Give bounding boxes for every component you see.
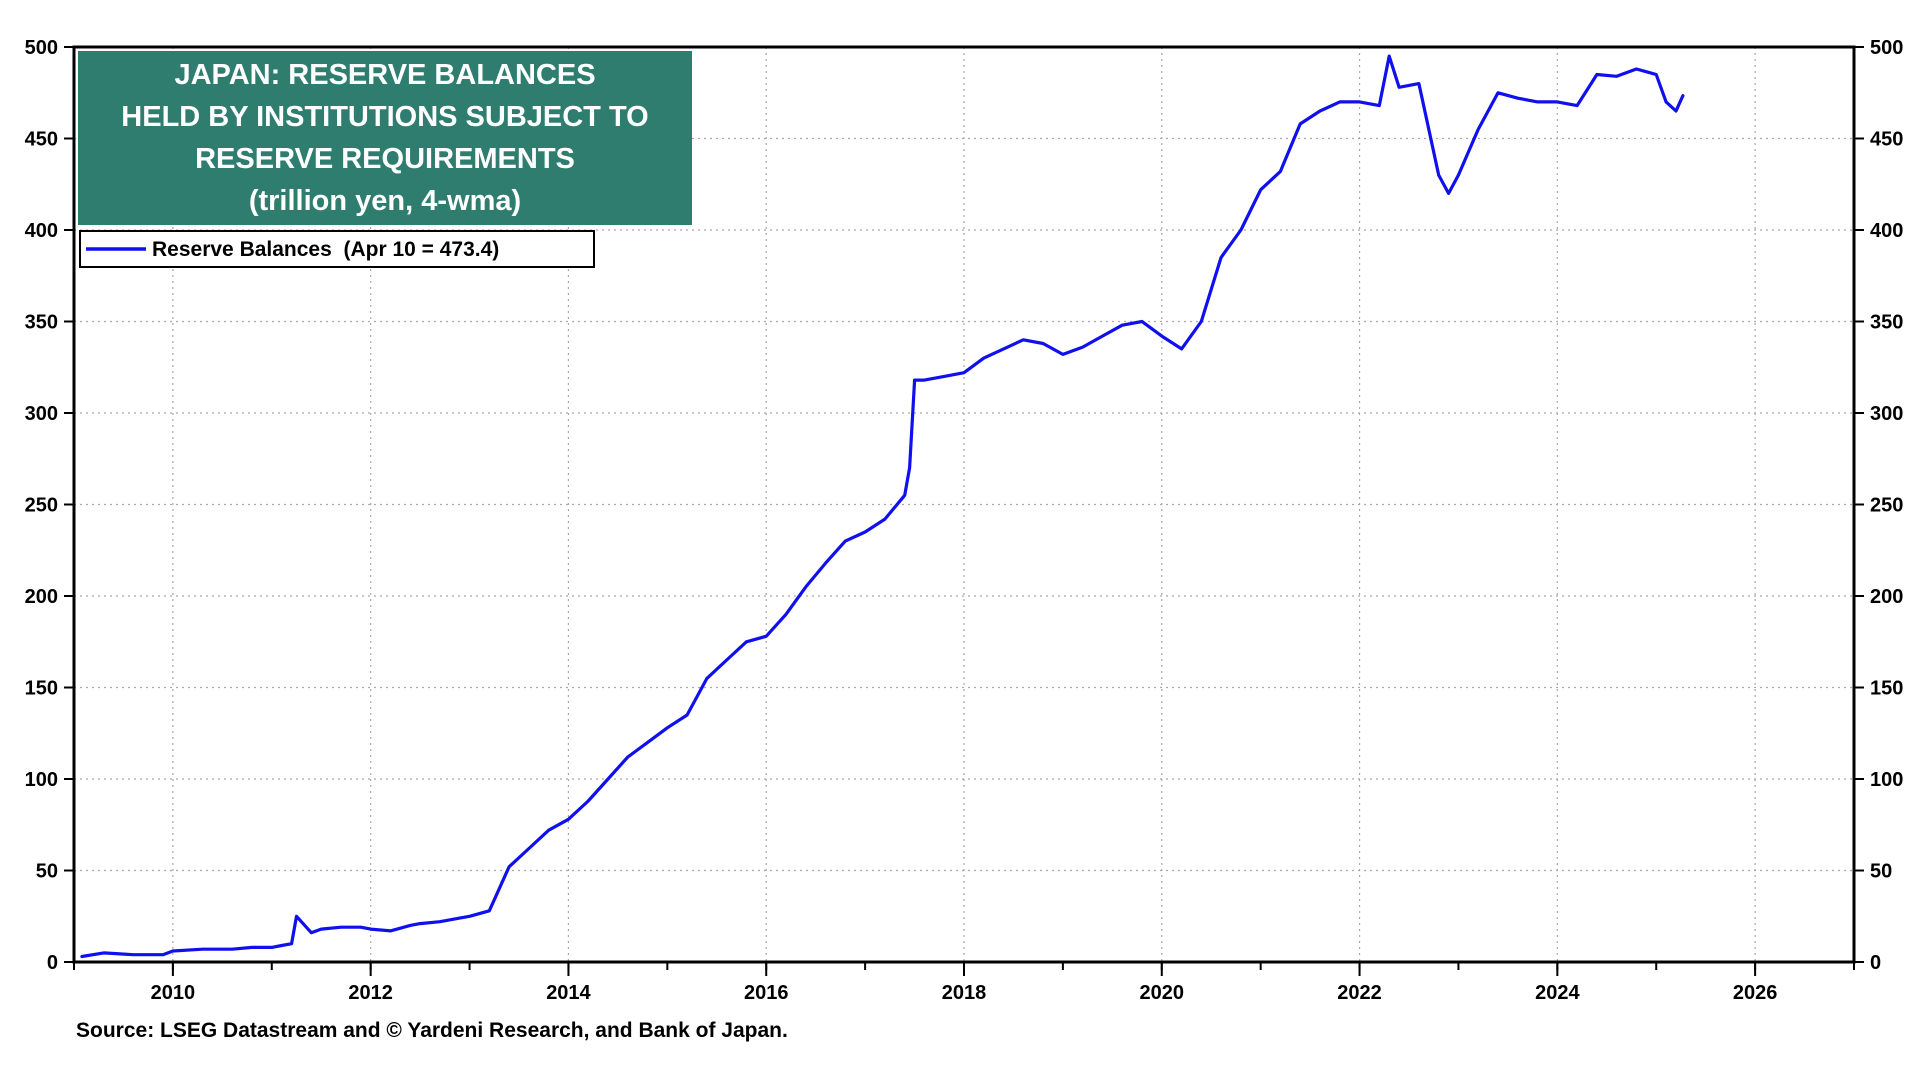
x-tick-label: 2026 — [1733, 982, 1778, 1004]
title-box — [78, 51, 692, 225]
grid-lines — [74, 47, 1854, 962]
legend-label: Reserve Balances (Apr 10 = 473.4) — [152, 238, 499, 261]
y-tick-label-right: 500 — [1870, 37, 1903, 59]
legend: Reserve Balances (Apr 10 = 473.4) — [79, 230, 595, 268]
y-tick-label-left: 200 — [25, 586, 58, 608]
chart-title-line-2: HELD BY INSTITUTIONS SUBJECT TO — [121, 101, 648, 133]
x-tick-label: 2024 — [1535, 982, 1580, 1004]
chart-title-line-3: RESERVE REQUIREMENTS — [195, 143, 575, 175]
x-tick-label: 2014 — [546, 982, 591, 1004]
y-tick-label-left: 350 — [25, 312, 58, 334]
y-tick-label-right: 150 — [1870, 678, 1903, 700]
x-tick-label: 2018 — [942, 982, 987, 1004]
y-tick-label-right: 450 — [1870, 129, 1903, 151]
x-tick-label: 2020 — [1140, 982, 1185, 1004]
y-tick-label-right: 400 — [1870, 220, 1903, 242]
series-line-group — [80, 54, 1685, 959]
chart-title-line-1: JAPAN: RESERVE BALANCES — [174, 59, 595, 91]
y-tick-label-left: 50 — [36, 861, 58, 883]
legend-box — [79, 230, 595, 268]
y-tick-label-left: 450 — [25, 129, 58, 151]
y-tick-label-left: 100 — [25, 769, 58, 791]
x-tick-label: 2022 — [1337, 982, 1382, 1004]
x-tick-label: 2016 — [744, 982, 789, 1004]
y-tick-label-right: 300 — [1870, 403, 1903, 425]
x-tick-label: 2012 — [348, 982, 393, 1004]
y-tick-label-right: 350 — [1870, 312, 1903, 334]
chart-title-line-4: (trillion yen, 4-wma) — [249, 185, 521, 217]
y-tick-label-right: 100 — [1870, 769, 1903, 791]
y-tick-label-right: 200 — [1870, 586, 1903, 608]
y-tick-label-right: 250 — [1870, 495, 1903, 517]
y-tick-label-left: 500 — [25, 37, 58, 59]
y-tick-label-left: 300 — [25, 403, 58, 425]
source-note: Source: LSEG Datastream and © Yardeni Re… — [76, 1019, 788, 1042]
y-tick-label-left: 400 — [25, 220, 58, 242]
y-tick-label-left: 250 — [25, 495, 58, 517]
y-tick-label-right: 50 — [1870, 861, 1892, 883]
y-tick-label-right: 0 — [1870, 952, 1881, 974]
x-tick-label: 2010 — [151, 982, 196, 1004]
y-tick-label-left: 150 — [25, 678, 58, 700]
axis-ticks: 0 0 50 50 100 100 150 150 200 200 250 250 300 300 350 3… — [25, 37, 1904, 1004]
y-tick-label-left: 0 — [47, 952, 58, 974]
